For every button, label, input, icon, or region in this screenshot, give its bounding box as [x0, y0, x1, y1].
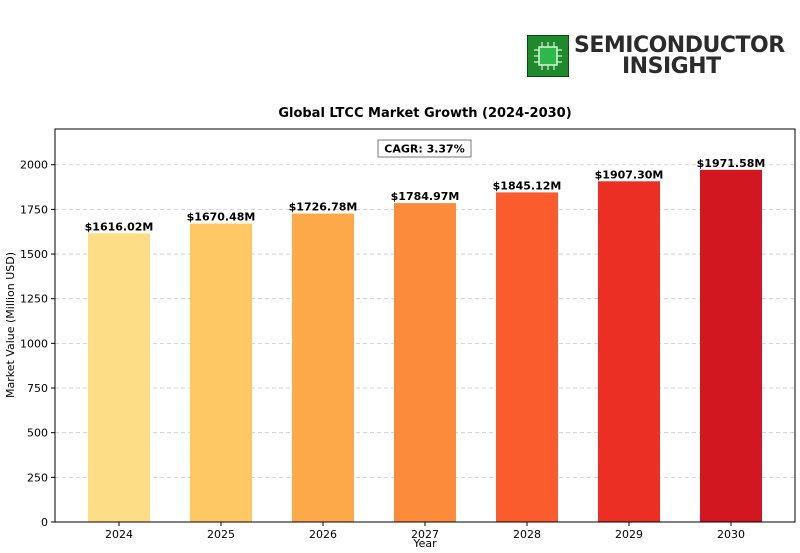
chart-title: Global LTCC Market Growth (2024-2030)	[278, 106, 571, 121]
x-axis-label: Year	[412, 537, 437, 550]
brand-name-line2: INSIGHT	[622, 54, 721, 79]
y-tick-label: 1250	[20, 293, 48, 306]
x-axis: 2024 2025 2026 2027 2028 2029 2030	[105, 522, 745, 541]
x-tick-label: 2029	[615, 528, 643, 541]
y-tick-label: 2000	[20, 159, 48, 172]
data-label-2025: $1670.48M	[187, 211, 256, 224]
brand-logo: SEMICONDUCTOR INSIGHT	[527, 33, 785, 79]
cagr-annotation: CAGR: 3.37%	[377, 139, 472, 158]
x-tick-label: 2027	[411, 528, 439, 541]
y-tick-label: 750	[27, 382, 48, 395]
bar-2027	[394, 203, 456, 522]
bar-2026	[292, 213, 354, 522]
y-axis-label: Market Value (Million USD)	[4, 252, 17, 398]
data-label-2026: $1726.78M	[289, 201, 358, 214]
bar-2024	[88, 233, 150, 522]
data-labels-group: $1616.02M $1670.48M $1726.78M $1784.97M $184…	[85, 157, 766, 234]
y-tick-label: 500	[27, 427, 48, 440]
brand-name-line1: SEMICONDUCTOR	[574, 33, 785, 58]
bar-2029	[598, 181, 660, 522]
x-tick-label: 2025	[207, 528, 235, 541]
cagr-label: CAGR: 3.37%	[384, 143, 464, 156]
y-tick-label: 1500	[20, 248, 48, 261]
x-tick-label: 2028	[513, 528, 541, 541]
bars-group	[88, 169, 762, 522]
bar-2025	[190, 223, 252, 522]
bar-2028	[496, 192, 558, 522]
data-label-2024: $1616.02M	[85, 220, 154, 233]
y-axis: 0 250 500 750 1000 1250 1500 1750 2000	[20, 159, 55, 529]
x-tick-label: 2026	[309, 528, 337, 541]
x-tick-label: 2024	[105, 528, 133, 541]
data-label-2028: $1845.12M	[493, 179, 562, 192]
gridlines	[55, 164, 795, 478]
cagr-box	[377, 139, 472, 158]
y-tick-label: 250	[27, 471, 48, 484]
y-tick-label: 1750	[20, 203, 48, 216]
data-label-2029: $1907.30M	[595, 168, 664, 181]
y-tick-label: 1000	[20, 337, 48, 350]
x-tick-label: 2030	[717, 528, 745, 541]
chip-icon	[527, 35, 569, 77]
bar-2030	[700, 169, 762, 522]
data-label-2030: $1971.58M	[697, 157, 766, 170]
y-tick-label: 0	[41, 516, 48, 529]
data-label-2027: $1784.97M	[391, 190, 460, 203]
